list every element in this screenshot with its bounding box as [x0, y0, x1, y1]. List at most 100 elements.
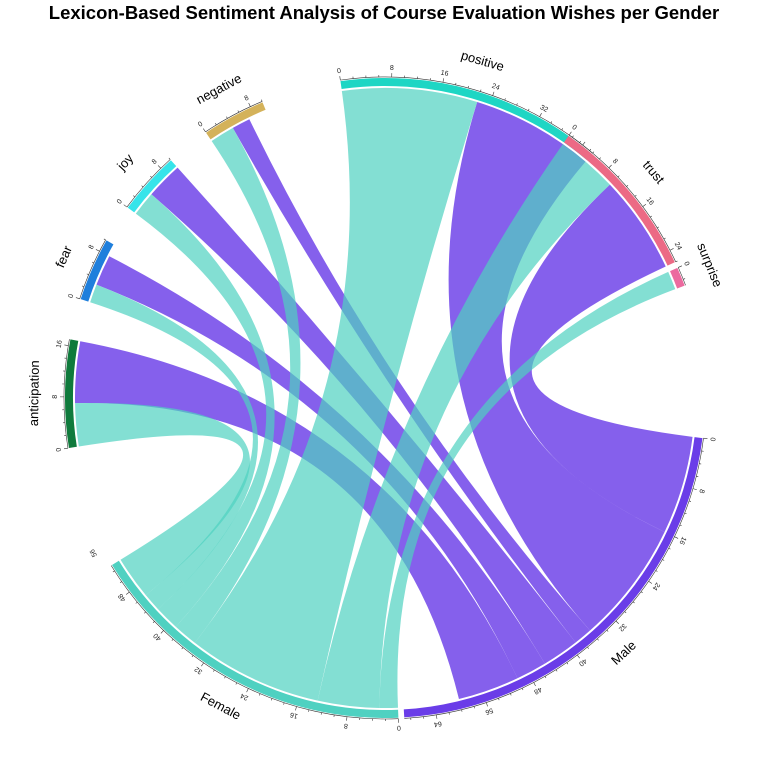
- sector-arc-surprise: [670, 267, 685, 289]
- tick-mark: [599, 157, 601, 160]
- tick-label: 16: [56, 340, 64, 349]
- sector-label-anticipation: anticipation: [26, 360, 42, 426]
- sector-arc-anticipation: [64, 339, 79, 449]
- link-female-positive: [194, 88, 478, 701]
- tick-mark: [657, 226, 660, 229]
- tick-mark: [568, 131, 572, 136]
- tick-label: 24: [240, 691, 250, 701]
- sector-axis-joy: [126, 159, 171, 208]
- chord-links: [75, 88, 693, 708]
- tick-mark: [224, 676, 226, 679]
- sector-arc-joy: [127, 160, 177, 213]
- tick-label: 8: [697, 488, 705, 494]
- tick-mark: [516, 103, 518, 106]
- tick-mark: [442, 78, 444, 83]
- link-male-positive: [448, 102, 665, 631]
- link-male-trust: [509, 184, 693, 532]
- tick-mark: [75, 297, 80, 300]
- tick-mark: [640, 591, 643, 594]
- tick-mark: [544, 676, 547, 679]
- tick-mark: [160, 630, 164, 634]
- link-male-fear: [96, 256, 545, 679]
- tick-mark: [527, 108, 530, 111]
- tick-mark: [152, 621, 155, 623]
- tick-mark: [555, 669, 558, 672]
- sector-axis-negative: [205, 101, 263, 133]
- tick-label: 0: [570, 124, 577, 132]
- sector-label-male: Male: [608, 638, 639, 668]
- tick-mark: [81, 285, 85, 287]
- link-female-anticipation: [75, 403, 250, 596]
- sector-axis-male: [404, 438, 704, 719]
- link-male-anticipation: [75, 341, 518, 700]
- tick-mark: [669, 248, 674, 251]
- tick-mark: [64, 344, 69, 346]
- tick-label: 16: [440, 70, 449, 78]
- tick-mark: [436, 714, 438, 719]
- tick-mark: [191, 655, 194, 658]
- tick-mark: [703, 437, 708, 440]
- tick-mark: [572, 135, 574, 138]
- tick-mark: [662, 559, 665, 561]
- tick-label: 32: [617, 622, 628, 633]
- tick-mark: [261, 99, 263, 102]
- tick-mark: [133, 195, 136, 198]
- tick-mark: [684, 512, 687, 515]
- tick-label: 24: [491, 83, 501, 92]
- sector-label-joy: joy: [113, 150, 136, 173]
- tick-mark: [617, 175, 620, 178]
- tick-mark: [624, 611, 627, 614]
- tick-mark: [539, 113, 542, 117]
- tick-mark: [271, 698, 273, 701]
- tick-label: 0: [68, 293, 76, 299]
- tick-mark: [642, 203, 647, 207]
- tick-mark: [510, 693, 512, 696]
- tick-mark: [577, 654, 580, 659]
- tick-label: 0: [397, 724, 401, 731]
- tick-mark: [626, 185, 629, 187]
- sector-male: 0 8 16 24 32 40 48 56 64 Male: [403, 437, 716, 728]
- tick-label: 32: [539, 104, 549, 114]
- tick-label: 16: [645, 196, 655, 207]
- sector-arc-negative: [206, 102, 266, 140]
- tick-mark: [246, 688, 249, 693]
- sector-label-female: Female: [198, 689, 243, 723]
- tick-mark: [171, 638, 174, 641]
- tick-label: 8: [611, 158, 619, 166]
- tick-mark: [678, 265, 683, 268]
- link-female-joy: [135, 194, 275, 627]
- tick-label: 40: [577, 657, 588, 667]
- tick-mark: [632, 601, 635, 604]
- tick-mark: [648, 580, 653, 584]
- tick-mark: [675, 260, 678, 263]
- tick-mark: [123, 204, 128, 208]
- tick-mark: [259, 693, 261, 696]
- sector-label-negative: negative: [194, 71, 244, 107]
- tick-mark: [150, 175, 152, 178]
- tick-mark: [91, 261, 94, 264]
- tick-mark: [597, 638, 599, 641]
- tick-mark: [615, 620, 619, 624]
- tick-mark: [95, 249, 100, 252]
- tick-mark: [473, 706, 475, 709]
- tick-mark: [533, 682, 536, 687]
- tick-mark: [679, 524, 682, 527]
- tick-label: 56: [89, 548, 99, 558]
- chord-sectors: 0 8 16 24 32 40 48 56 64 Male 0 8 16 24 32 40 48 56 Female…: [26, 47, 726, 730]
- tick-mark: [201, 662, 204, 667]
- tick-label: 0: [197, 121, 204, 129]
- tick-mark: [86, 273, 89, 275]
- link-female-trust: [317, 144, 610, 708]
- tick-label: 24: [673, 241, 683, 251]
- tick-mark: [486, 702, 488, 707]
- tick-mark: [283, 702, 285, 705]
- sector-anticipation: 0 8 16 anticipation: [26, 339, 79, 452]
- tick-mark: [213, 669, 215, 672]
- tick-label: 8: [52, 395, 59, 399]
- link-male-negative: [232, 119, 591, 643]
- link-female-negative: [175, 127, 301, 643]
- sector-axis-fear: [79, 239, 106, 299]
- sector-label-fear: fear: [52, 243, 75, 270]
- tick-mark: [141, 185, 144, 188]
- tick-label: 48: [117, 592, 127, 603]
